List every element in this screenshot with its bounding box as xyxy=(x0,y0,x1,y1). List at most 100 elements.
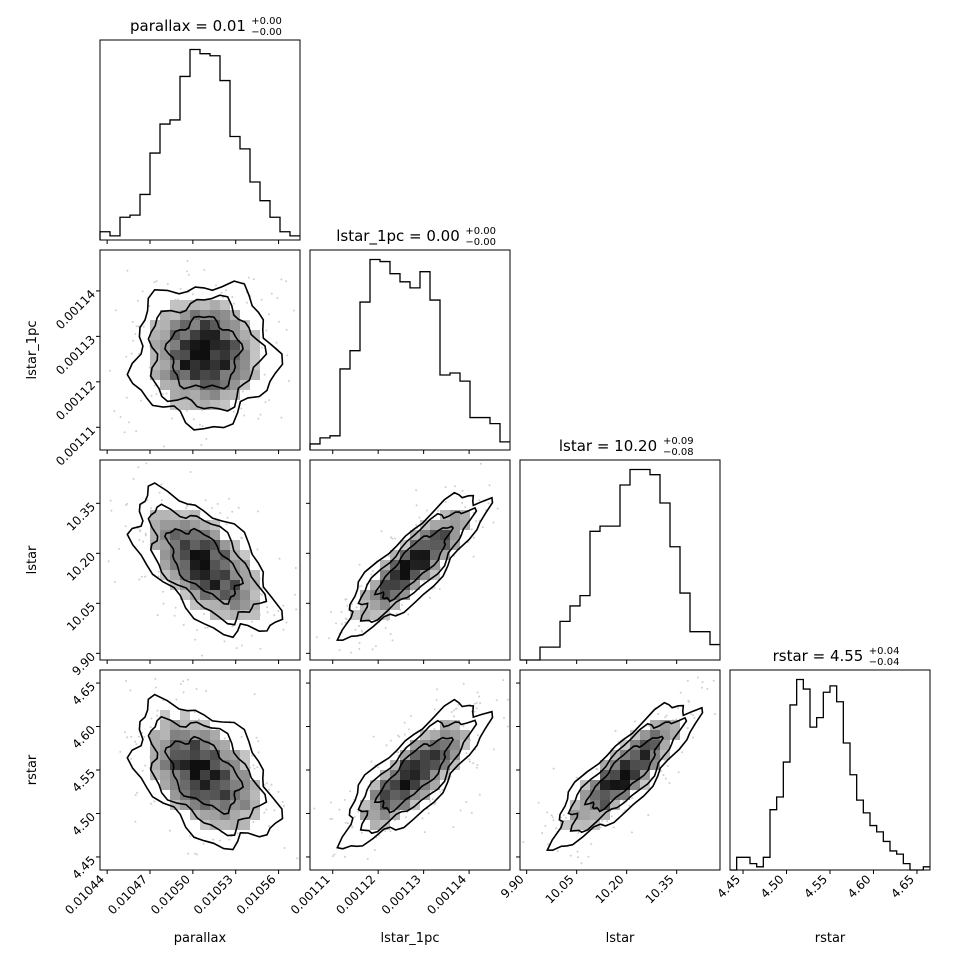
density-cell xyxy=(220,590,230,600)
sample-point xyxy=(394,537,397,540)
density-cell xyxy=(210,350,220,360)
density-cell xyxy=(600,800,610,810)
sample-point xyxy=(358,625,361,628)
density-cell xyxy=(180,360,190,370)
sample-point xyxy=(197,718,200,721)
histogram-bin xyxy=(560,621,570,660)
y-tick-label: 0.00114 xyxy=(53,287,98,332)
title-upper-error: +0.00 xyxy=(465,226,496,237)
density-contour xyxy=(336,491,494,642)
sample-point xyxy=(330,801,332,804)
sample-point xyxy=(690,712,693,715)
density-cell xyxy=(230,310,240,320)
sample-point xyxy=(462,682,465,685)
density-contour xyxy=(147,715,268,837)
sample-point xyxy=(346,822,349,825)
sample-point xyxy=(293,593,296,596)
sample-point xyxy=(126,736,129,739)
sample-point xyxy=(185,409,188,412)
sample-point xyxy=(706,687,709,690)
sample-point xyxy=(441,788,444,791)
histogram-bin xyxy=(200,54,210,240)
sample-point xyxy=(246,301,248,304)
sample-point xyxy=(487,502,490,505)
density-cell xyxy=(250,330,260,340)
density-cell xyxy=(210,380,220,390)
sample-point xyxy=(125,679,128,682)
panel-border xyxy=(99,459,301,661)
sample-point xyxy=(555,827,558,830)
sample-point xyxy=(237,506,240,509)
sample-point xyxy=(135,325,138,328)
panel-border xyxy=(99,39,301,241)
sample-point xyxy=(160,483,163,486)
density-cell xyxy=(420,540,430,550)
sample-point xyxy=(285,328,288,331)
histogram-bin xyxy=(100,232,110,240)
sample-point xyxy=(397,734,400,737)
sample-point xyxy=(398,735,401,738)
density-contour xyxy=(164,527,245,605)
density-cell xyxy=(230,800,240,810)
sample-point xyxy=(128,421,130,424)
sample-point xyxy=(373,849,376,852)
sample-point xyxy=(259,647,262,650)
histogram-bin xyxy=(640,470,650,660)
density-cell xyxy=(660,720,670,730)
density-cell xyxy=(640,750,650,760)
sample-point xyxy=(204,499,207,502)
sample-point xyxy=(193,711,196,714)
sample-point xyxy=(475,707,478,710)
sample-point xyxy=(470,811,473,814)
sample-point xyxy=(610,815,613,818)
density-cell xyxy=(640,730,650,740)
histogram-bin xyxy=(390,274,400,450)
density-contour xyxy=(126,280,284,431)
y-tick-label: 4.65 xyxy=(69,679,98,708)
histogram-bin xyxy=(610,526,620,660)
density-cell xyxy=(220,800,230,810)
sample-point xyxy=(160,499,163,502)
density-cell xyxy=(240,330,250,340)
sample-point xyxy=(150,394,153,397)
density-cell xyxy=(170,510,180,520)
sample-point xyxy=(370,573,373,576)
density-cell xyxy=(620,750,630,760)
sample-point xyxy=(478,793,481,796)
density-cell xyxy=(420,770,430,780)
histogram-bin xyxy=(240,149,250,240)
sample-point xyxy=(138,578,141,581)
x-tick-label: 4.60 xyxy=(845,872,874,901)
histogram-bin xyxy=(120,217,130,240)
sample-point xyxy=(265,782,268,785)
density-cell xyxy=(190,360,200,370)
density-cell xyxy=(210,400,220,410)
density-cell xyxy=(220,820,230,830)
density-cell xyxy=(200,780,210,790)
density-cell xyxy=(220,550,230,560)
density-cell xyxy=(420,760,430,770)
density-cell xyxy=(610,780,620,790)
sample-point xyxy=(169,829,171,832)
density-cell xyxy=(230,770,240,780)
density-cell xyxy=(220,300,230,310)
histogram-bin xyxy=(850,775,857,870)
title-lower-error: −0.00 xyxy=(465,237,496,248)
sample-point xyxy=(182,691,185,694)
density-cell xyxy=(610,800,620,810)
histogram-bin xyxy=(550,647,560,660)
title-main: rstar = 4.55 xyxy=(773,647,864,665)
x-axis-label: rstar xyxy=(815,931,846,946)
density-cell xyxy=(190,370,200,380)
density-cell xyxy=(160,370,170,380)
density-cell xyxy=(600,760,610,770)
title-upper-error: +0.04 xyxy=(869,646,900,657)
density-cell xyxy=(410,540,420,550)
density-cell xyxy=(410,550,420,560)
density-cell xyxy=(250,570,260,580)
density-cell xyxy=(190,760,200,770)
density-cell xyxy=(240,570,250,580)
density-cell xyxy=(220,750,230,760)
sample-point xyxy=(187,852,190,855)
